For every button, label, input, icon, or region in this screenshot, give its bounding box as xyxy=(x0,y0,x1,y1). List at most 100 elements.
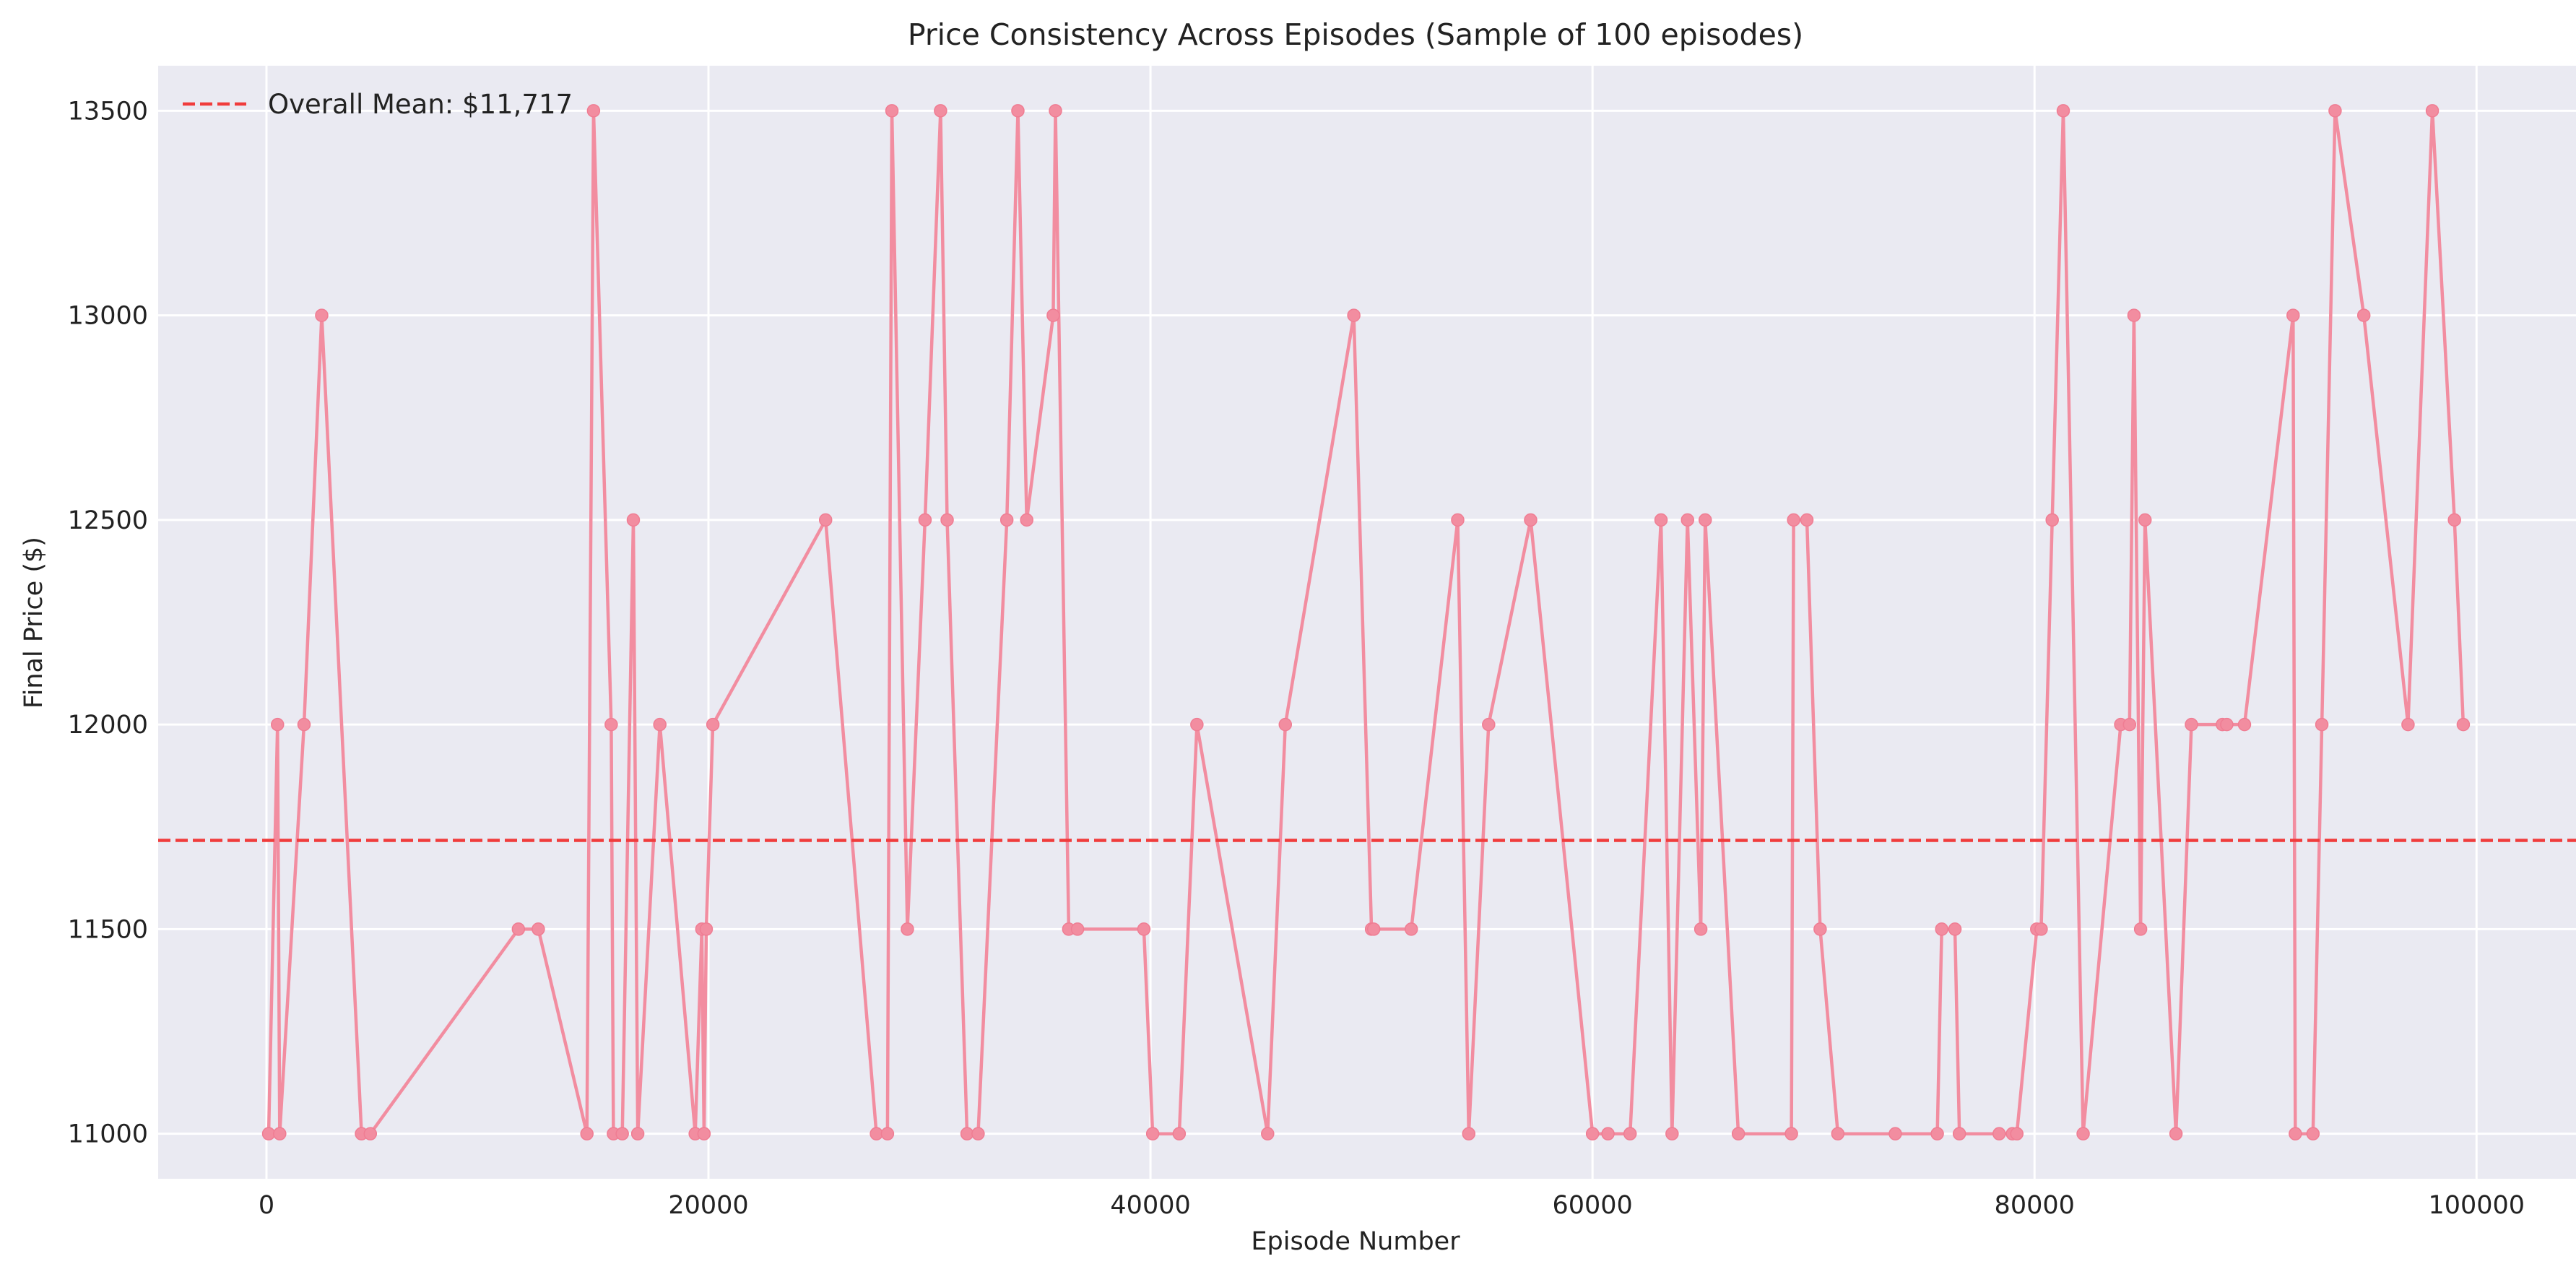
price-point xyxy=(1654,513,1668,527)
price-point xyxy=(1930,1127,1944,1140)
price-point xyxy=(1681,513,1694,527)
price-point xyxy=(1948,922,1962,936)
price-point xyxy=(1137,922,1151,936)
x-axis-label: Episode Number xyxy=(1251,1227,1460,1256)
price-point xyxy=(869,1127,883,1140)
price-point xyxy=(1482,717,1496,732)
x-tick-label: 100000 xyxy=(2428,1191,2525,1220)
price-point xyxy=(297,717,311,732)
price-point xyxy=(1731,1127,1745,1140)
price-point xyxy=(580,1127,594,1140)
price-point xyxy=(2122,717,2137,732)
price-point xyxy=(1524,513,1538,527)
price-point xyxy=(901,922,914,936)
price-point xyxy=(880,1127,895,1140)
price-point xyxy=(615,1127,629,1140)
price-point xyxy=(1172,1127,1187,1140)
price-point xyxy=(2289,1127,2302,1140)
price-point xyxy=(1784,1127,1798,1140)
price-point xyxy=(1585,1127,1600,1140)
price-point xyxy=(971,1127,985,1140)
price-point xyxy=(1831,1127,1845,1140)
price-point xyxy=(2315,717,2329,732)
x-tick-label: 20000 xyxy=(668,1191,748,1220)
x-tick-label: 80000 xyxy=(1995,1191,2075,1220)
price-point xyxy=(960,1127,974,1140)
price-point xyxy=(315,308,329,322)
price-point xyxy=(586,104,601,118)
price-point xyxy=(2169,1127,2183,1140)
price-point xyxy=(1020,513,1033,527)
price-point xyxy=(934,104,947,118)
price-point xyxy=(653,717,667,732)
tick-labels: 0 20000 40000 60000 80000 100000 11000 11500 120… xyxy=(68,97,2525,1220)
price-point xyxy=(2306,1127,2320,1140)
price-point xyxy=(2356,308,2371,322)
price-point xyxy=(2138,513,2152,527)
price-point xyxy=(2133,922,2148,936)
price-point xyxy=(511,922,526,936)
price-point xyxy=(1623,1127,1637,1140)
price-point xyxy=(1665,1127,1679,1140)
chart-title: Price Consistency Across Episodes (Sampl… xyxy=(908,17,1803,52)
price-point xyxy=(2401,717,2415,732)
price-point xyxy=(1145,1127,1160,1140)
price-point xyxy=(273,1127,287,1140)
price-point xyxy=(918,513,932,527)
price-point xyxy=(1888,1127,1902,1140)
price-point xyxy=(2220,717,2234,732)
price-point xyxy=(271,717,285,732)
series-layer xyxy=(158,104,2576,1140)
price-point xyxy=(2127,308,2141,322)
price-point xyxy=(626,513,641,527)
price-point xyxy=(1813,922,1827,936)
legend-mean-label: Overall Mean: $11,717 xyxy=(268,89,573,120)
x-tick-label: 40000 xyxy=(1110,1191,1190,1220)
price-point xyxy=(363,1127,378,1140)
price-point xyxy=(2328,104,2342,118)
price-point xyxy=(2010,1127,2024,1140)
price-point xyxy=(1049,104,1062,118)
y-axis-label: Final Price ($) xyxy=(19,537,48,709)
price-point xyxy=(699,922,714,936)
y-tick-label: 12500 xyxy=(68,506,148,535)
price-point xyxy=(604,717,618,732)
y-tick-label: 13500 xyxy=(68,97,148,126)
price-point xyxy=(2447,513,2461,527)
price-point xyxy=(1347,308,1361,322)
y-tick-label: 11500 xyxy=(68,915,148,944)
plot-area xyxy=(158,66,2576,1179)
x-tick-label: 60000 xyxy=(1552,1191,1632,1220)
price-point xyxy=(2286,308,2300,322)
price-point xyxy=(2076,1127,2090,1140)
price-point xyxy=(1992,1127,2006,1140)
price-point xyxy=(1261,1127,1275,1140)
price-point xyxy=(1698,513,1712,527)
price-point xyxy=(2237,717,2252,732)
price-point xyxy=(2185,717,2198,732)
price-point xyxy=(1366,922,1381,936)
price-point xyxy=(1952,1127,1966,1140)
price-series-line xyxy=(266,109,2466,1135)
price-point xyxy=(697,1127,711,1140)
price-point xyxy=(1787,513,1800,527)
price-point xyxy=(2045,513,2059,527)
price-point xyxy=(1278,717,1293,732)
price-point xyxy=(1694,922,1708,936)
price-point xyxy=(1011,104,1025,118)
price-point xyxy=(999,513,1014,527)
y-tick-label: 12000 xyxy=(68,711,148,740)
price-point xyxy=(1046,308,1060,322)
price-point xyxy=(818,513,833,527)
price-point xyxy=(2425,104,2440,118)
price-point xyxy=(706,717,720,732)
price-point xyxy=(630,1127,645,1140)
y-tick-label: 13000 xyxy=(68,302,148,331)
price-point xyxy=(1190,717,1204,732)
y-tick-label: 11000 xyxy=(68,1120,148,1149)
price-point xyxy=(1451,513,1465,527)
price-point xyxy=(2056,104,2070,118)
price-point xyxy=(261,1127,276,1140)
price-point xyxy=(2456,717,2471,732)
